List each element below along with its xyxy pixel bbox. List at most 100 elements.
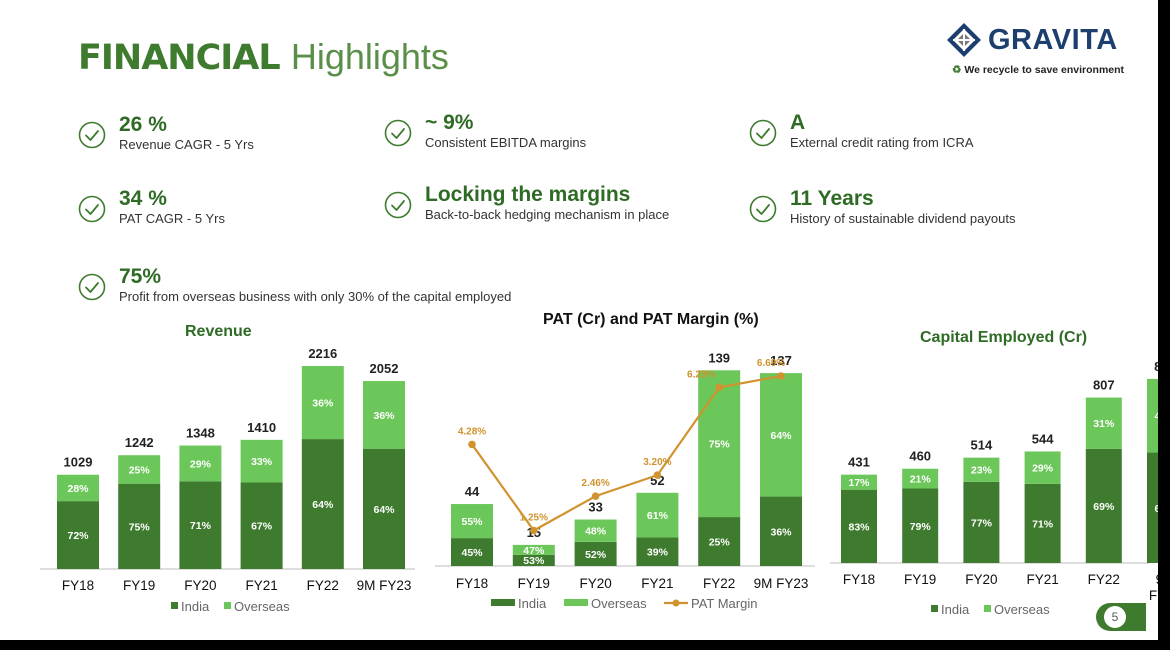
total-label: 544 xyxy=(1032,431,1054,446)
pat-margin-label: 1.25% xyxy=(520,513,548,524)
pat-margin-point xyxy=(777,372,785,380)
x-tick-label: FY23 xyxy=(1149,588,1158,603)
pat-margin-point xyxy=(468,440,476,449)
data-label-overseas: 25% xyxy=(129,464,151,476)
highlight-value: 75% xyxy=(119,265,162,288)
total-label: 139 xyxy=(708,350,730,365)
pat-margin-point xyxy=(653,471,662,479)
data-label-overseas: 36% xyxy=(373,410,395,422)
data-label-india: 69% xyxy=(1093,501,1115,513)
highlight-value: 26 % xyxy=(119,113,167,136)
check-circle-icon xyxy=(78,121,106,149)
pat-margin-label: 6.69% xyxy=(757,358,785,369)
data-label-overseas: 33% xyxy=(251,456,273,468)
total-label: 137 xyxy=(770,353,792,368)
bar-india xyxy=(1147,452,1158,563)
data-label-overseas: 61% xyxy=(647,510,669,522)
highlight-value: A xyxy=(790,111,806,134)
bar-overseas xyxy=(301,366,344,440)
page-title: FINANCIAL Highlights xyxy=(78,36,449,78)
legend-label: India xyxy=(181,599,210,614)
data-label-overseas: 29% xyxy=(190,458,212,470)
legend-swatch xyxy=(931,605,938,612)
data-label-india: 25% xyxy=(709,537,731,549)
bar-overseas xyxy=(1085,397,1122,449)
total-label: 33 xyxy=(588,500,602,515)
bar-overseas xyxy=(1024,451,1061,484)
page-number-badge: 5 xyxy=(1096,603,1146,631)
logo-name: GRAVITA xyxy=(988,24,1118,56)
bar-india xyxy=(451,538,493,566)
capital-chart-title: Capital Employed (Cr) xyxy=(920,329,1088,346)
data-label-india: 53% xyxy=(523,555,545,567)
data-label-india: 72% xyxy=(67,530,89,542)
total-label: 2216 xyxy=(308,346,337,361)
data-label-overseas: 31% xyxy=(1093,418,1115,430)
data-label-india: 83% xyxy=(848,521,870,533)
legend-swatch xyxy=(564,599,588,606)
x-tick-label: FY21 xyxy=(641,576,673,591)
data-label-overseas: 75% xyxy=(709,439,731,451)
data-label-overseas: 40% xyxy=(1154,411,1158,423)
data-label-india: 67% xyxy=(251,521,273,533)
data-label-india: 75% xyxy=(129,521,151,533)
check-circle-icon xyxy=(78,273,106,301)
pat-margin-point xyxy=(715,383,723,392)
recycle-icon: ♻ xyxy=(952,64,962,76)
bar-overseas xyxy=(118,455,161,484)
bar-overseas xyxy=(179,445,222,482)
total-label: 898 xyxy=(1154,359,1158,374)
bar-india xyxy=(963,481,1000,563)
data-label-india: 79% xyxy=(910,521,932,533)
data-label-india: 52% xyxy=(585,549,607,561)
highlight-value: ~ 9% xyxy=(425,111,474,134)
check-circle-icon xyxy=(78,195,106,223)
legend-label: Overseas xyxy=(591,596,647,611)
data-label-overseas: 55% xyxy=(461,516,483,528)
title-light: Highlights xyxy=(290,36,449,77)
pat-margin-label: 6.29% xyxy=(687,369,715,380)
data-label-india: 60% xyxy=(1154,503,1158,515)
bar-overseas xyxy=(902,468,939,489)
logo-tagline: ♻ We recycle to save environment xyxy=(952,64,1125,76)
x-tick-label: FY19 xyxy=(904,572,936,587)
x-tick-label: FY18 xyxy=(456,576,488,591)
data-label-overseas: 28% xyxy=(67,483,89,495)
data-label-india: 71% xyxy=(1032,518,1054,530)
data-label-overseas: 23% xyxy=(971,465,993,477)
x-tick-label: FY20 xyxy=(184,578,216,593)
legend-label: India xyxy=(518,596,547,611)
total-label: 431 xyxy=(848,455,870,470)
legend-swatch xyxy=(224,602,231,609)
page-number: 5 xyxy=(1104,606,1126,628)
total-label: 807 xyxy=(1093,378,1115,393)
data-label-india: 71% xyxy=(190,520,212,532)
x-tick-label: FY18 xyxy=(62,578,94,593)
bar-overseas xyxy=(698,370,741,518)
highlight-desc: Back-to-back hedging mechanism in place xyxy=(425,207,670,222)
x-tick-label: 9M xyxy=(1156,572,1158,587)
title-bold: FINANCIAL xyxy=(78,38,281,78)
bar-overseas xyxy=(240,439,283,483)
bar-india xyxy=(363,448,405,569)
pat-margin-label: 3.20% xyxy=(643,457,671,468)
x-tick-label: FY21 xyxy=(245,578,277,593)
bar-india xyxy=(240,482,283,569)
total-label: 1242 xyxy=(125,435,154,450)
x-tick-label: FY20 xyxy=(965,572,997,587)
highlight-value: 11 Years xyxy=(790,187,874,210)
highlight-desc: PAT CAGR - 5 Yrs xyxy=(119,211,225,226)
x-tick-label: FY20 xyxy=(579,576,611,591)
bar-india xyxy=(574,541,617,566)
bar-overseas xyxy=(451,504,493,539)
total-label: 1410 xyxy=(247,420,276,435)
bar-overseas xyxy=(512,544,555,555)
legend-swatch xyxy=(984,605,991,612)
check-circle-icon xyxy=(749,195,777,223)
pat-margin-point xyxy=(591,492,600,500)
pat-chart-title: PAT (Cr) and PAT Margin (%) xyxy=(543,311,759,328)
bar-overseas xyxy=(1147,378,1158,453)
x-tick-label: FY19 xyxy=(518,576,550,591)
x-tick-label: FY19 xyxy=(123,578,155,593)
bar-india xyxy=(57,501,99,569)
